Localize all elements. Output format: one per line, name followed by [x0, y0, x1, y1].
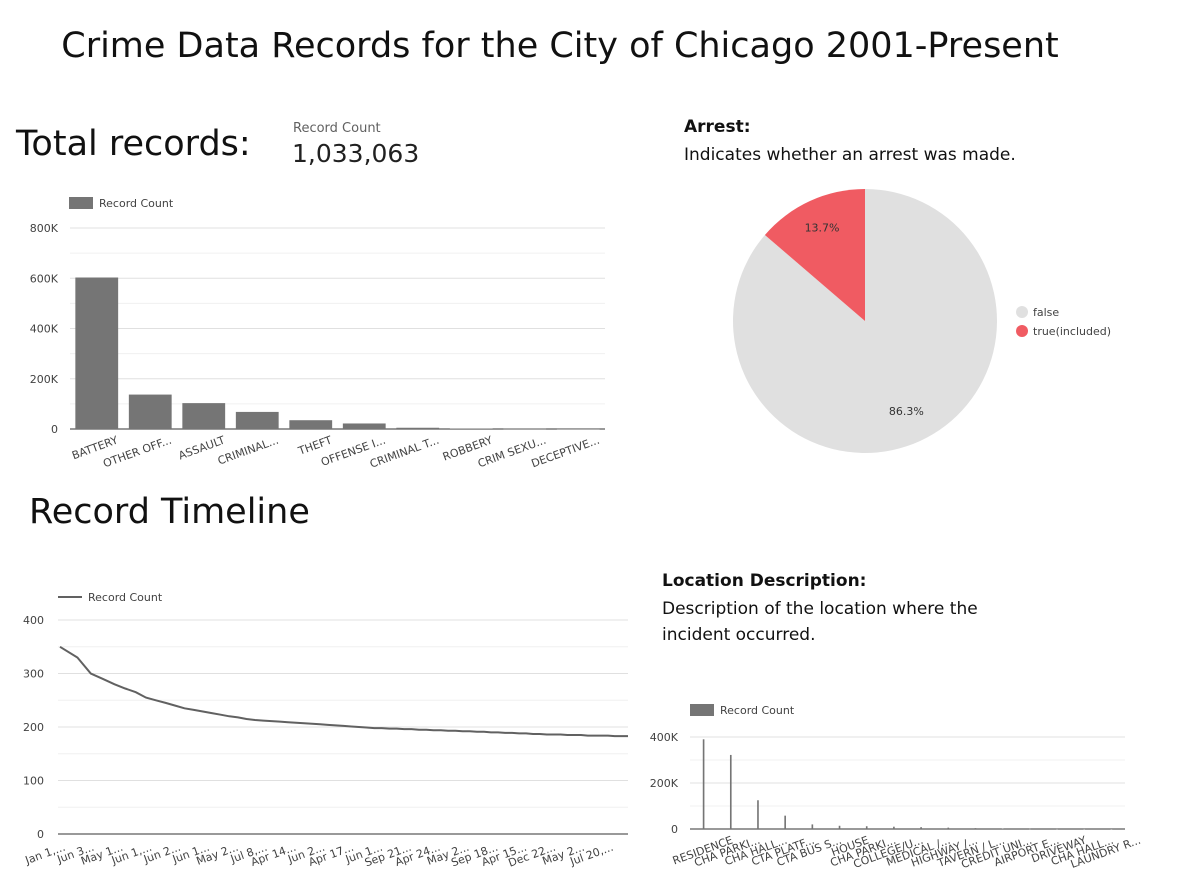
slice-label: 13.7% — [805, 221, 840, 234]
y-tick-label: 0 — [37, 828, 44, 841]
y-tick-label: 400K — [650, 731, 679, 744]
bar — [75, 277, 119, 429]
total-records-heading: Total records: — [16, 124, 251, 164]
bar — [1029, 828, 1031, 830]
legend-swatch — [690, 704, 714, 716]
legend-label: Record Count — [720, 704, 795, 717]
arrest-description: Indicates whether an arrest was made. — [684, 145, 1016, 165]
y-tick-label: 100 — [23, 775, 44, 788]
legend-label: true(included) — [1033, 325, 1111, 338]
location-description-line1: Description of the location where the — [662, 599, 978, 619]
bar — [235, 411, 279, 429]
bar — [1110, 828, 1113, 830]
arrest-pie-chart: 86.3% 13.7% false true(included) — [732, 189, 1111, 453]
bar — [865, 826, 868, 829]
bar — [128, 394, 172, 429]
bar — [342, 423, 386, 429]
bar — [449, 428, 493, 429]
bar — [784, 815, 786, 829]
bar — [838, 825, 841, 829]
page-title: Crime Data Records for the City of Chica… — [61, 26, 1059, 66]
bar — [729, 754, 732, 829]
legend-dot — [1016, 306, 1028, 318]
bar — [974, 828, 977, 829]
y-tick-label: 800K — [30, 222, 59, 235]
pie-slice — [764, 189, 865, 321]
y-tick-label: 0 — [671, 823, 678, 836]
bar — [1056, 828, 1058, 830]
legend-label: Record Count — [88, 591, 163, 604]
y-tick-label: 200K — [30, 373, 59, 386]
y-tick-label: 200K — [650, 777, 679, 790]
bar — [289, 420, 333, 429]
bar — [757, 800, 759, 829]
y-tick-label: 400 — [23, 614, 44, 627]
y-tick-label: 600K — [30, 272, 59, 285]
record-timeline-heading: Record Timeline — [29, 492, 310, 532]
series-line — [59, 645, 628, 738]
bar — [893, 826, 895, 829]
bar — [1083, 828, 1086, 830]
legend-swatch — [69, 197, 93, 209]
legend-dot — [1016, 325, 1028, 337]
y-tick-label: 300 — [23, 668, 44, 681]
bar — [503, 428, 547, 430]
bar — [811, 824, 814, 829]
bar — [702, 739, 705, 829]
bar — [920, 827, 922, 829]
legend-label: Record Count — [99, 197, 174, 210]
bar — [1001, 828, 1004, 830]
location-description-line2: incident occurred. — [662, 625, 816, 645]
location-heading: Location Description: — [662, 571, 867, 591]
y-tick-label: 0 — [51, 423, 58, 436]
scorecard-label: Record Count — [293, 121, 381, 136]
y-tick-label: 200 — [23, 721, 44, 734]
arrest-heading: Arrest: — [684, 117, 751, 137]
x-tick-label: CRIMINAL... — [216, 434, 280, 468]
scorecard-value: 1,033,063 — [292, 139, 420, 168]
bar — [947, 827, 950, 829]
slice-label: 86.3% — [889, 405, 924, 418]
bar — [556, 428, 600, 430]
y-tick-label: 400K — [30, 323, 59, 336]
bar — [396, 427, 440, 429]
legend-label: false — [1033, 306, 1059, 319]
bar — [182, 403, 226, 429]
